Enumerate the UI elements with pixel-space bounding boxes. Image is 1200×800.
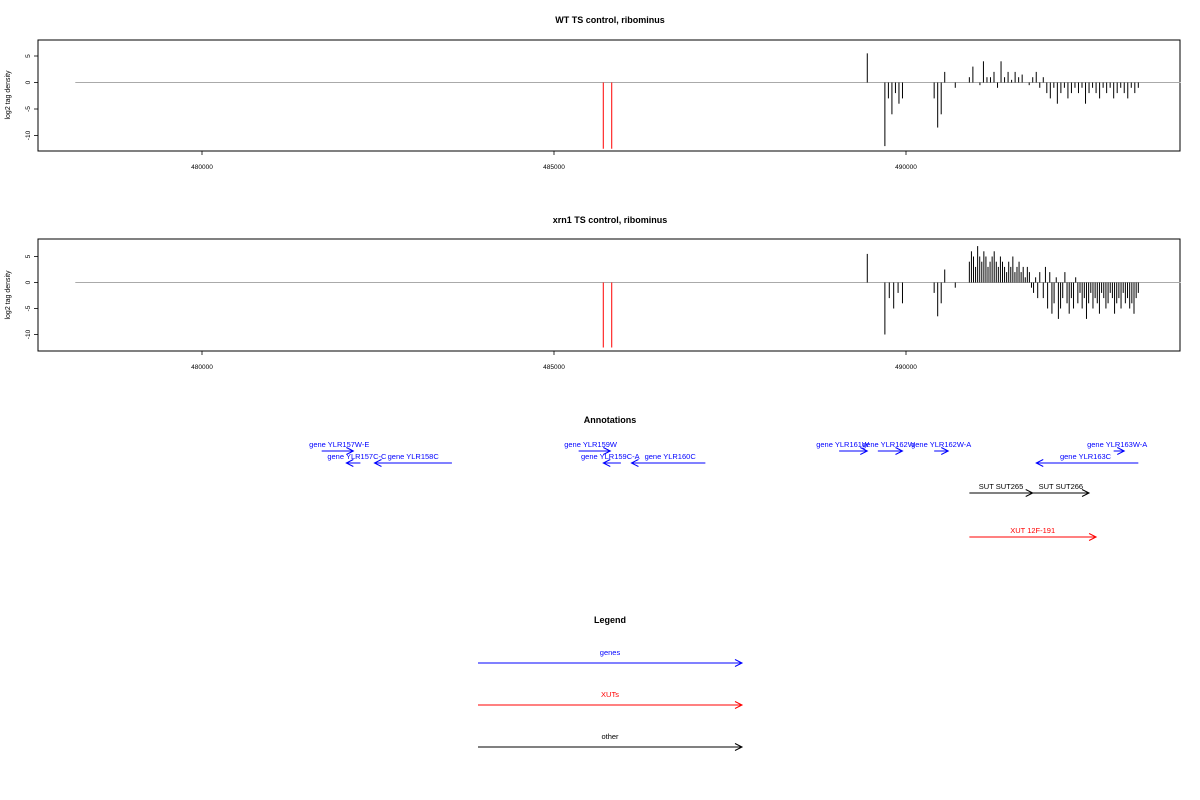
- annotation-feature: SUT SUT265: [969, 482, 1034, 497]
- wt-density-bars: [866, 53, 1139, 147]
- wt-panel-title: WT TS control, ribominus: [555, 15, 665, 25]
- annotation-feature: SUT SUT266: [1032, 482, 1091, 497]
- feature-label: gene YLR162W: [862, 440, 916, 449]
- wt-x-tick-label: 480000: [191, 164, 213, 171]
- legend-label: XUTs: [601, 690, 619, 699]
- feature-label: gene YLR157W-E: [309, 440, 369, 449]
- wt-x-tick-label: 490000: [895, 164, 917, 171]
- xrn1-x-ticks: 480000 485000 490000: [191, 351, 917, 371]
- annotation-feature: gene YLR157C-C: [327, 452, 387, 467]
- feature-label: gene YLR158C: [388, 452, 440, 461]
- annotation-feature: gene YLR159C-A: [581, 452, 640, 467]
- annotation-feature: gene YLR163C: [1035, 452, 1139, 467]
- xrn1-y-tick-label: -5: [25, 305, 32, 311]
- feature-arrow-arrowhead: [630, 459, 639, 467]
- annotation-feature: gene YLR159W: [564, 440, 618, 455]
- feature-label: XUT 12F-191: [1010, 526, 1055, 535]
- annotation-feature: gene YLR158C: [373, 452, 452, 467]
- feature-arrow-arrowhead: [860, 447, 869, 455]
- feature-arrow-arrowhead: [602, 459, 611, 467]
- xrn1-x-tick-label: 480000: [191, 364, 213, 371]
- wt-x-ticks: 480000 485000 490000: [191, 151, 917, 171]
- feature-arrow-arrowhead: [346, 447, 355, 455]
- legend-item-xuts: XUTs: [478, 690, 744, 709]
- feature-label: gene YLR163C: [1060, 452, 1112, 461]
- wt-y-tick-label: 0: [25, 80, 32, 84]
- xrn1-x-tick-label: 490000: [895, 364, 917, 371]
- annotation-feature: gene YLR161W: [816, 440, 870, 455]
- legend-title: Legend: [594, 615, 626, 625]
- wt-x-tick-label: 485000: [543, 164, 565, 171]
- feature-label: gene YLR162W-A: [911, 440, 971, 449]
- feature-label: gene YLR159C-A: [581, 452, 640, 461]
- feature-arrow-arrowhead: [373, 459, 382, 467]
- feature-arrow-arrowhead: [345, 459, 354, 467]
- feature-arrow-arrowhead: [603, 447, 612, 455]
- annotation-features: gene YLR157W-E gene YLR157C-C gene YLR158C…: [309, 440, 1147, 541]
- xrn1-markers: [602, 282, 613, 348]
- feature-label: gene YLR157C-C: [327, 452, 387, 461]
- legend: Legend genes XUTs other: [478, 615, 744, 751]
- wt-plot-frame: [37, 39, 1181, 152]
- annotation-feature: gene YLR162W-A: [911, 440, 971, 455]
- xrn1-y-axis-label: log2 tag density: [5, 270, 12, 320]
- feature-arrow-arrowhead: [1081, 489, 1091, 497]
- annotations-title: Annotations: [584, 415, 637, 425]
- wt-markers: [602, 82, 613, 149]
- legend-item-genes: genes: [478, 648, 744, 667]
- wt-y-tick-label: -5: [25, 106, 32, 112]
- feature-arrow-arrowhead: [1035, 459, 1044, 467]
- xrn1-y-ticks: 5 0 -5 -10: [25, 254, 39, 339]
- annotation-feature: gene YLR162W: [862, 440, 916, 455]
- feature-label: gene YLR160C: [645, 452, 697, 461]
- legend-arrow-arrowhead: [734, 659, 744, 667]
- annotation-feature: gene YLR160C: [630, 452, 706, 467]
- feature-arrow-arrowhead: [941, 447, 950, 455]
- wt-y-ticks: 5 0 -5 -10: [25, 54, 39, 140]
- feature-label: SUT SUT266: [1039, 482, 1083, 491]
- xrn1-density-panel: xrn1 TS control, ribominus log2 tag dens…: [5, 215, 1181, 371]
- xrn1-y-tick-label: -10: [25, 329, 32, 339]
- feature-label: gene YLR163W-A: [1087, 440, 1147, 449]
- legend-arrow-arrowhead: [734, 701, 744, 709]
- xrn1-plot-frame: [37, 238, 1181, 352]
- annotation-feature: gene YLR157W-E: [309, 440, 369, 455]
- annotations-panel: Annotations gene YLR157W-E gene YLR157C-C…: [309, 415, 1147, 541]
- annotation-feature: XUT 12F-191: [969, 526, 1098, 541]
- feature-label: gene YLR161W: [816, 440, 870, 449]
- wt-density-panel: WT TS control, ribominus log2 tag densit…: [5, 15, 1181, 171]
- xrn1-density-bars: [866, 246, 1139, 335]
- annotation-feature: gene YLR163W-A: [1087, 440, 1147, 455]
- legend-items: genes XUTs other: [478, 648, 744, 751]
- xrn1-y-tick-label: 5: [25, 254, 32, 258]
- xrn1-panel-title: xrn1 TS control, ribominus: [553, 215, 668, 225]
- wt-y-tick-label: 5: [25, 54, 32, 58]
- wt-y-axis-label: log2 tag density: [5, 70, 12, 120]
- feature-arrow-arrowhead: [1088, 533, 1098, 541]
- legend-arrow-arrowhead: [734, 743, 744, 751]
- xrn1-x-tick-label: 485000: [543, 364, 565, 371]
- legend-label: genes: [600, 648, 621, 657]
- legend-item-other: other: [478, 732, 744, 751]
- xrn1-y-tick-label: 0: [25, 280, 32, 284]
- wt-y-tick-label: -10: [25, 130, 32, 140]
- feature-label: gene YLR159W: [564, 440, 618, 449]
- feature-label: SUT SUT265: [979, 482, 1023, 491]
- feature-arrow-arrowhead: [1117, 447, 1126, 455]
- legend-label: other: [601, 732, 619, 741]
- feature-arrow-arrowhead: [895, 447, 904, 455]
